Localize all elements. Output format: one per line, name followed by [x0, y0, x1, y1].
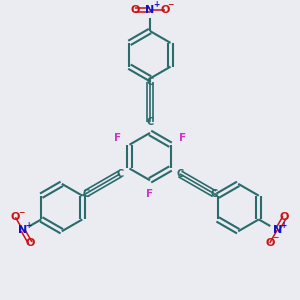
- Text: −: −: [18, 208, 25, 217]
- Text: O: O: [26, 238, 35, 248]
- Text: −: −: [272, 233, 279, 242]
- Text: F: F: [114, 133, 121, 143]
- Text: N: N: [146, 5, 154, 15]
- Text: O: O: [130, 5, 140, 15]
- Text: +: +: [153, 0, 159, 9]
- Text: O: O: [11, 212, 20, 222]
- Text: O: O: [265, 238, 274, 248]
- Text: C: C: [116, 169, 124, 179]
- Text: O: O: [160, 5, 170, 15]
- Text: F: F: [146, 189, 154, 199]
- Text: −: −: [168, 0, 174, 9]
- Text: C: C: [146, 117, 154, 127]
- Text: C: C: [176, 169, 184, 179]
- Text: C: C: [82, 189, 89, 199]
- Text: C: C: [146, 77, 154, 88]
- Text: N: N: [272, 225, 282, 235]
- Text: N: N: [18, 225, 28, 235]
- Text: F: F: [179, 133, 186, 143]
- Text: O: O: [280, 212, 289, 222]
- Text: +: +: [280, 220, 286, 230]
- Text: C: C: [211, 189, 218, 199]
- Text: +: +: [26, 220, 32, 230]
